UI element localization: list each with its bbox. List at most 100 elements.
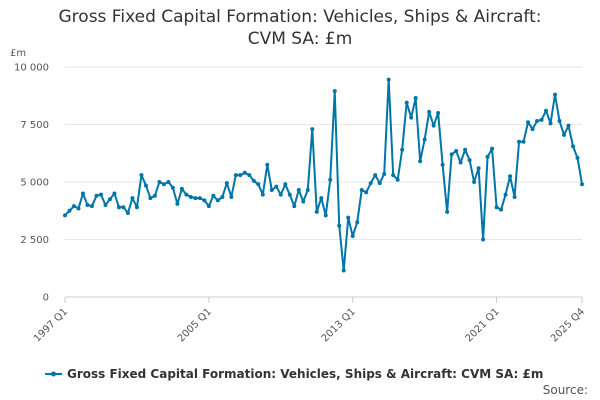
data-point[interactable] [161,182,166,187]
data-point[interactable] [85,203,90,207]
data-point[interactable] [400,147,405,152]
data-point[interactable] [71,204,76,209]
data-point[interactable] [296,188,301,193]
data-point[interactable] [202,198,207,203]
data-point[interactable] [409,115,414,120]
data-point[interactable] [499,207,504,212]
data-point[interactable] [238,173,243,178]
data-point[interactable] [458,160,463,165]
data-point[interactable] [143,183,148,188]
data-point[interactable] [328,177,333,182]
data-point[interactable] [323,213,328,218]
data-point[interactable] [508,174,513,179]
legend[interactable]: Gross Fixed Capital Formation: Vehicles,… [45,367,543,381]
data-point[interactable] [251,178,256,183]
data-point[interactable] [170,185,175,190]
data-point[interactable] [386,77,391,82]
data-point[interactable] [418,159,423,164]
data-point[interactable] [382,171,387,176]
data-point[interactable] [197,196,202,201]
data-point[interactable] [359,188,364,193]
data-point[interactable] [179,186,184,191]
data-point[interactable] [175,201,180,206]
data-point[interactable] [539,117,544,122]
data-point[interactable] [224,181,229,186]
data-point[interactable] [377,181,382,186]
data-point[interactable] [332,89,337,94]
data-point[interactable] [305,188,310,193]
data-point[interactable] [260,192,265,197]
data-point[interactable] [269,188,274,193]
data-point[interactable] [337,223,342,228]
data-point[interactable] [301,199,306,204]
legend-label[interactable]: Gross Fixed Capital Formation: Vehicles,… [67,367,543,381]
data-point[interactable] [157,180,162,184]
data-point[interactable] [575,155,580,160]
data-point[interactable] [548,121,553,126]
data-point[interactable] [530,127,535,132]
data-point[interactable] [364,190,369,195]
data-point[interactable] [440,162,445,167]
data-point[interactable] [526,120,531,125]
data-point[interactable] [454,148,459,153]
data-point[interactable] [94,193,99,198]
data-point[interactable] [373,173,378,178]
data-point[interactable] [67,208,72,213]
data-point[interactable] [247,173,252,178]
data-point[interactable] [449,152,454,157]
data-point[interactable] [121,205,126,210]
data-point[interactable] [63,213,67,218]
data-point[interactable] [166,180,171,184]
data-point[interactable] [494,205,499,210]
data-point[interactable] [103,203,108,207]
data-point[interactable] [481,237,486,242]
data-point[interactable] [220,194,225,199]
data-point[interactable] [346,215,351,220]
data-point[interactable] [472,180,477,184]
data-point[interactable] [404,100,409,105]
data-point[interactable] [130,196,135,201]
data-point[interactable] [436,111,441,115]
data-point[interactable] [206,204,211,209]
data-point[interactable] [139,173,144,178]
data-point[interactable] [422,137,427,142]
data-point[interactable] [512,194,517,199]
data-point[interactable] [319,196,324,201]
data-point[interactable] [535,119,540,124]
data-point[interactable] [152,193,157,198]
data-point[interactable] [134,205,139,210]
data-point[interactable] [445,209,450,214]
data-point[interactable] [193,196,198,201]
data-point[interactable] [233,173,238,178]
data-point[interactable] [314,209,319,214]
data-point[interactable] [112,191,117,196]
data-point[interactable] [310,127,315,132]
data-point[interactable] [355,220,360,225]
data-point[interactable] [283,182,288,187]
data-point[interactable] [341,268,346,273]
data-point[interactable] [287,192,292,197]
data-point[interactable] [391,173,396,178]
data-point[interactable] [184,192,189,197]
data-point[interactable] [76,206,81,211]
data-point[interactable] [125,211,130,216]
data-point[interactable] [580,182,584,187]
data-point[interactable] [368,181,373,186]
data-point[interactable] [476,166,481,171]
data-point[interactable] [544,108,549,113]
data-point[interactable] [566,123,571,128]
data-point[interactable] [116,205,121,210]
data-point[interactable] [292,204,297,209]
data-point[interactable] [98,192,103,197]
data-point[interactable] [89,204,94,209]
data-point[interactable] [427,109,432,114]
data-point[interactable] [557,119,562,124]
data-point[interactable] [521,139,526,144]
data-point[interactable] [395,177,400,182]
data-point[interactable] [503,192,508,197]
data-point[interactable] [571,144,576,149]
data-point[interactable] [553,92,558,97]
data-point[interactable] [517,139,522,144]
data-point[interactable] [467,158,472,163]
data-point[interactable] [463,147,468,152]
